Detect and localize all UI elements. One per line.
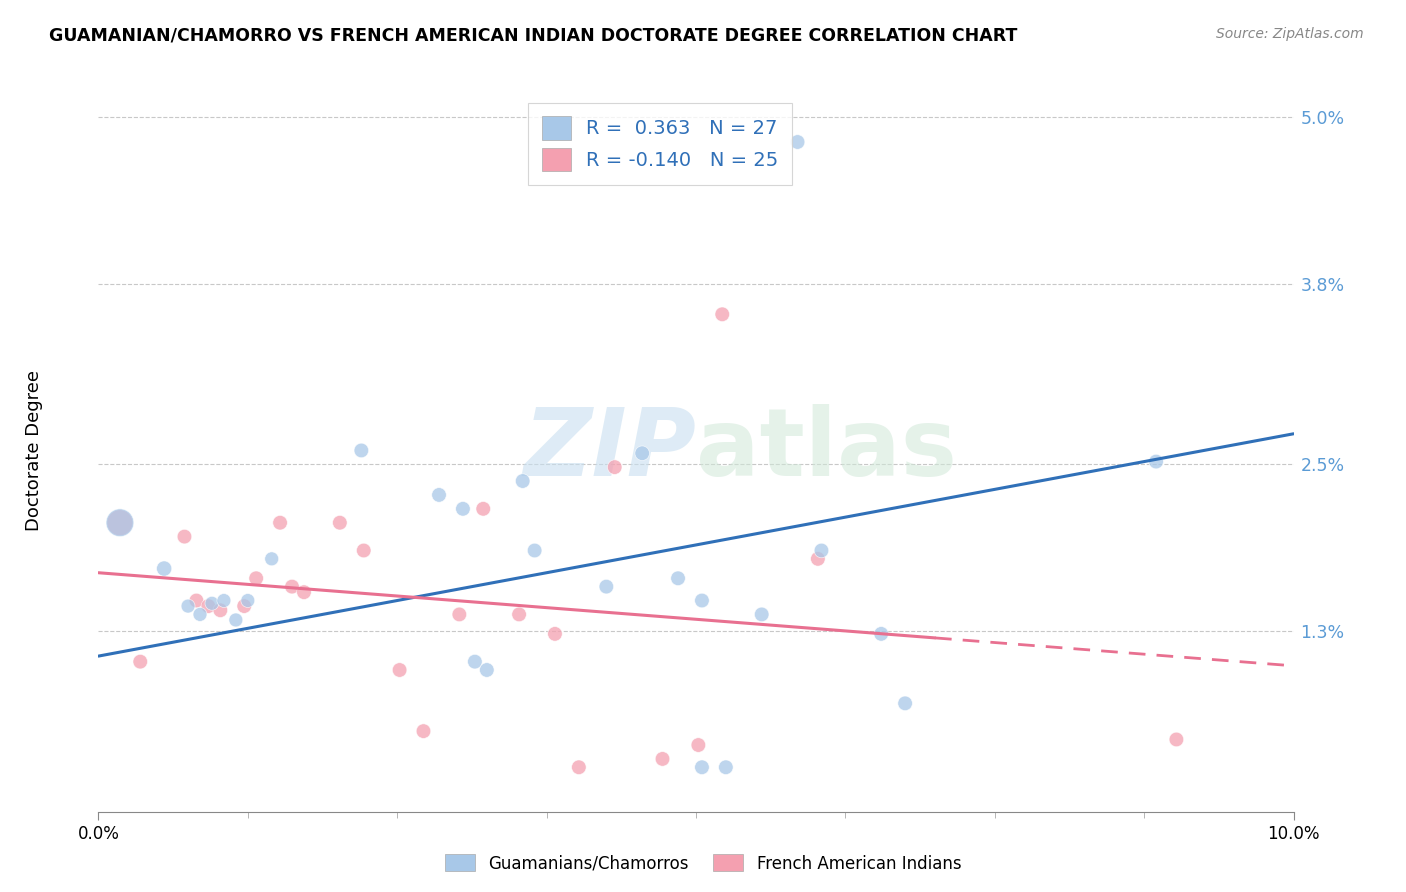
Point [281, 580, 304, 594]
Point [714, 760, 737, 774]
Point [233, 599, 256, 613]
Point [810, 543, 832, 558]
Point [188, 607, 211, 622]
Point [197, 599, 219, 613]
Point [449, 607, 471, 622]
Point [475, 663, 498, 677]
Text: Source: ZipAtlas.com: Source: ZipAtlas.com [1216, 27, 1364, 41]
Point [711, 307, 734, 321]
Point [595, 580, 617, 594]
Point [108, 516, 131, 530]
Point [690, 760, 713, 774]
Point [350, 443, 373, 458]
Point [568, 760, 591, 774]
Point [651, 752, 673, 766]
Point [260, 551, 283, 566]
Point [544, 627, 567, 641]
Point [894, 696, 917, 710]
Point [1166, 732, 1188, 747]
Point [108, 516, 131, 530]
Text: ZIP: ZIP [523, 404, 696, 497]
Point [245, 571, 267, 585]
Legend: Guamanians/Chamorros, French American Indians: Guamanians/Chamorros, French American In… [437, 847, 969, 880]
Point [666, 571, 689, 585]
Text: GUAMANIAN/CHAMORRO VS FRENCH AMERICAN INDIAN DOCTORATE DEGREE CORRELATION CHART: GUAMANIAN/CHAMORRO VS FRENCH AMERICAN IN… [49, 27, 1018, 45]
Point [292, 585, 315, 599]
Point [508, 607, 530, 622]
Point [688, 738, 710, 752]
Text: atlas: atlas [696, 404, 957, 497]
Point [631, 446, 654, 460]
Point [212, 593, 235, 607]
Point [523, 543, 546, 558]
Point [786, 135, 808, 149]
Y-axis label: Doctorate Degree: Doctorate Degree [25, 370, 42, 531]
Point [412, 724, 434, 739]
Point [177, 599, 200, 613]
Point [236, 593, 259, 607]
Point [388, 663, 411, 677]
Point [512, 474, 534, 488]
Point [153, 561, 176, 575]
Point [173, 530, 195, 544]
Point [464, 655, 486, 669]
Point [225, 613, 247, 627]
Point [690, 593, 713, 607]
Point [353, 543, 375, 558]
Point [186, 593, 208, 607]
Point [269, 516, 291, 530]
Point [870, 627, 893, 641]
Point [209, 603, 232, 617]
Point [451, 501, 474, 516]
Point [751, 607, 773, 622]
Point [427, 488, 450, 502]
Legend: R =  0.363   N = 27, R = -0.140   N = 25: R = 0.363 N = 27, R = -0.140 N = 25 [529, 103, 792, 185]
Point [129, 655, 152, 669]
Point [472, 501, 495, 516]
Point [1144, 454, 1167, 468]
Point [807, 551, 830, 566]
Point [329, 516, 352, 530]
Point [603, 460, 626, 475]
Point [201, 596, 224, 610]
